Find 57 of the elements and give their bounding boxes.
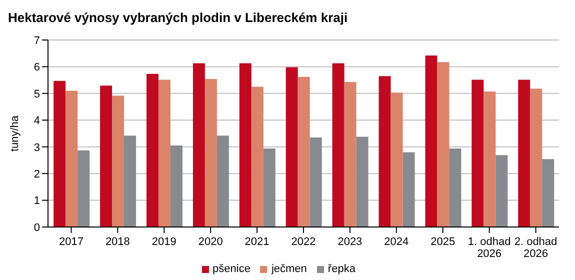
legend-label: pšenice [212,263,250,275]
bar [437,62,450,227]
bar [204,79,217,227]
bar [496,155,508,227]
bar [390,92,403,227]
bar [78,150,90,227]
bar [216,136,229,227]
x-tick-label: 2. odhad 2026 [514,236,558,260]
x-tick-label: 2022 [291,236,316,248]
y-tick-label: 3 [34,142,40,154]
bar [124,136,136,227]
bar [310,138,322,227]
y-tick-label: 0 [34,222,40,234]
y-tick-label: 7 [34,34,40,47]
bar [158,80,170,227]
x-tick-label: 2017 [58,236,84,248]
y-tick-label: 4 [34,115,40,128]
bar [542,159,554,227]
y-axis-title: tuny/ha [8,114,21,152]
legend-label: ječmen [271,263,307,275]
x-tick-label: 2019 [152,236,176,248]
legend-label: řepka [328,263,356,275]
y-tick-label: 5 [34,88,40,100]
bar [530,88,542,227]
bar [472,80,484,227]
bar [112,96,124,227]
bar [344,82,356,227]
bar [378,76,391,227]
x-tick-label: 2025 [430,236,456,248]
bar [518,80,530,227]
bar [146,74,158,227]
bar [192,63,205,227]
bar [449,148,462,227]
y-tick-label: 1 [34,195,40,208]
bar [239,63,252,227]
bar [402,152,415,227]
x-tick-label: 2018 [105,236,130,248]
bar [66,90,78,227]
x-tick-label: 1. odhad 2026 [468,236,511,260]
bar [170,146,182,227]
x-tick-label: 2020 [198,236,223,248]
bar [286,67,298,227]
bar [251,86,264,227]
bar [263,148,276,227]
bar [100,86,112,227]
x-tick-label: 2023 [338,236,362,248]
y-tick-label: 6 [34,62,40,74]
bar [332,63,344,227]
x-tick-label: 2024 [384,236,409,248]
bar [54,80,66,227]
bar [356,136,368,227]
y-tick-label: 2 [34,168,40,180]
chart-title: Hektarové výnosy vybraných plodin v Libereckém kraji [8,10,348,25]
bar [298,76,310,227]
bar [425,55,438,227]
bar [484,92,496,227]
x-tick-label: 2021 [244,236,270,248]
